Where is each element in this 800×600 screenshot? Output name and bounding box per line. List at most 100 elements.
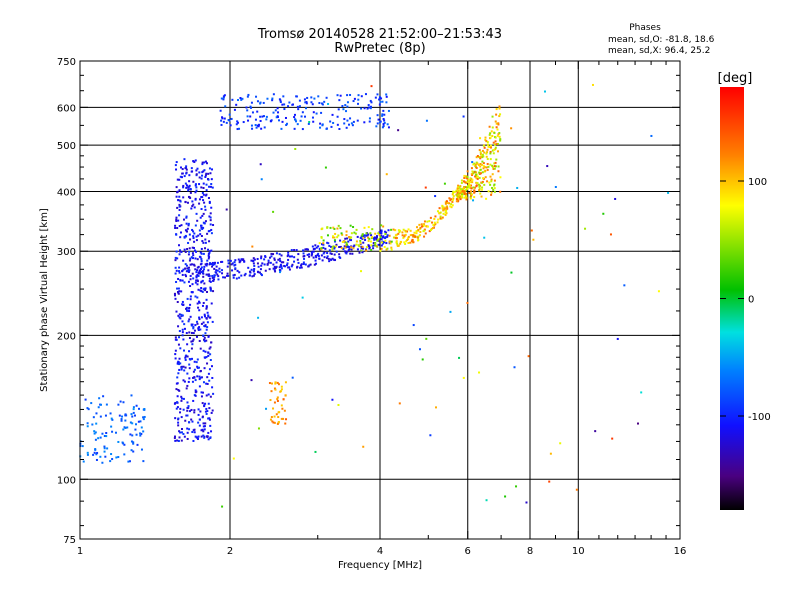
data-point — [419, 230, 422, 233]
data-point — [320, 254, 323, 257]
data-point — [263, 258, 266, 261]
data-point — [200, 262, 203, 265]
data-point — [199, 328, 202, 331]
data-point — [204, 315, 207, 318]
data-point — [92, 453, 95, 456]
data-point — [456, 197, 459, 200]
data-point — [194, 257, 197, 260]
data-point — [377, 238, 380, 241]
data-point — [258, 271, 261, 274]
data-point — [259, 268, 262, 271]
data-point — [380, 244, 383, 247]
data-point — [305, 101, 308, 104]
data-point — [86, 451, 89, 454]
data-point — [222, 120, 225, 123]
data-point — [274, 270, 277, 273]
data-point — [185, 275, 188, 278]
data-point — [333, 247, 336, 250]
data-point — [388, 240, 391, 243]
data-point — [189, 257, 192, 260]
data-point — [210, 183, 213, 186]
data-point — [195, 173, 198, 176]
data-point — [510, 271, 513, 274]
data-point — [183, 281, 186, 284]
data-point — [184, 267, 187, 270]
data-point — [465, 198, 468, 201]
data-point — [419, 226, 422, 229]
data-point — [343, 122, 346, 125]
data-point — [279, 263, 282, 266]
data-point — [197, 327, 200, 330]
data-point — [129, 433, 132, 436]
data-point — [282, 261, 285, 264]
data-point — [114, 431, 117, 434]
data-point — [186, 431, 189, 434]
data-point — [382, 236, 385, 239]
data-point — [257, 123, 260, 126]
data-point — [204, 287, 207, 290]
data-point — [174, 435, 177, 438]
data-point — [194, 435, 197, 438]
data-point — [349, 93, 352, 96]
data-point — [184, 273, 187, 276]
data-point — [260, 273, 263, 276]
data-point — [177, 199, 180, 202]
data-point — [479, 157, 482, 160]
data-point — [423, 220, 426, 223]
data-point — [482, 162, 485, 165]
data-point — [200, 260, 203, 263]
data-point — [486, 151, 489, 154]
data-point — [261, 115, 264, 118]
data-point — [183, 323, 186, 326]
data-point — [180, 224, 183, 227]
data-point — [213, 263, 216, 266]
data-point — [345, 230, 348, 233]
data-point — [185, 414, 188, 417]
data-point — [117, 456, 120, 459]
data-point — [490, 178, 493, 181]
data-point — [195, 169, 198, 172]
data-point — [200, 266, 203, 269]
data-point — [186, 343, 189, 346]
data-point — [424, 232, 427, 235]
data-point — [208, 229, 211, 232]
data-point — [189, 298, 192, 301]
data-point — [253, 264, 256, 267]
data-point — [182, 186, 185, 189]
x-tick-label: 4 — [377, 546, 383, 557]
data-point — [463, 190, 466, 193]
data-point — [495, 122, 498, 125]
data-point — [259, 102, 262, 105]
data-point — [253, 273, 256, 276]
data-point — [481, 156, 484, 159]
data-point — [174, 259, 177, 262]
data-point — [202, 170, 205, 173]
data-point — [189, 303, 192, 306]
data-point — [142, 416, 145, 419]
data-point — [458, 186, 461, 189]
data-point — [350, 248, 353, 251]
data-point — [200, 226, 203, 229]
data-point — [331, 113, 334, 116]
data-point — [208, 240, 211, 243]
data-point — [307, 122, 310, 125]
data-point — [196, 320, 199, 323]
data-point — [179, 250, 182, 253]
data-point — [190, 167, 193, 170]
data-point — [387, 126, 390, 129]
data-point — [202, 268, 205, 271]
data-point — [466, 186, 469, 189]
data-point — [423, 229, 426, 232]
data-point — [198, 171, 201, 174]
data-point — [210, 341, 213, 344]
data-point — [221, 260, 224, 263]
data-point — [198, 318, 201, 321]
data-point — [251, 111, 254, 114]
data-point — [464, 196, 467, 199]
data-point — [314, 259, 317, 262]
data-point — [481, 149, 484, 152]
data-point — [428, 220, 431, 223]
y-axis-label: Stationary phase Virtual Height [km] — [39, 208, 50, 392]
data-point — [380, 247, 383, 250]
data-point — [180, 368, 183, 371]
